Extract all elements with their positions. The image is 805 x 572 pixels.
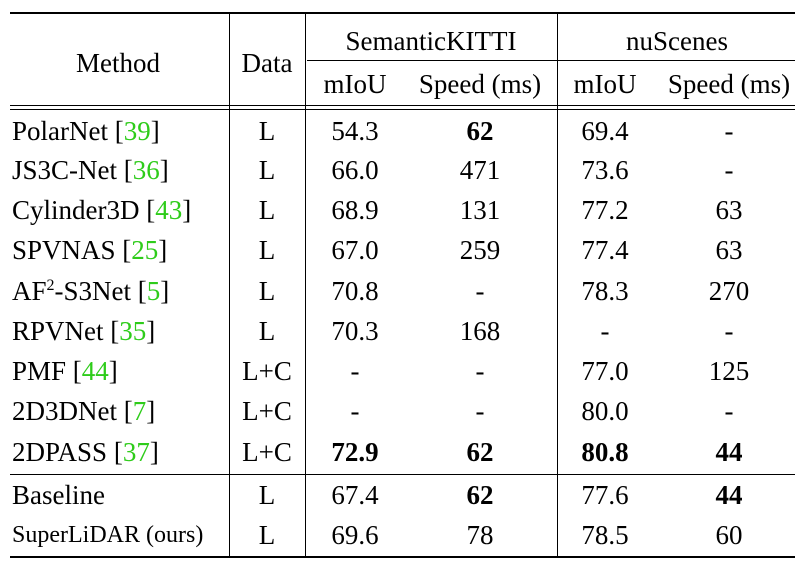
row-ns-miou: 78.5 (581, 520, 629, 550)
row-sk-speed: 471 (459, 155, 501, 185)
row-data: L (258, 480, 276, 510)
row-method: Cylinder3D [43] (12, 195, 192, 225)
header-nuscenes: nuScenes (626, 26, 728, 56)
row-ns-miou: 77.4 (581, 235, 629, 265)
row-data: L (258, 316, 276, 346)
row-method: 2D3DNet [7] (12, 396, 156, 426)
row-sk-speed: 131 (459, 195, 501, 225)
row-method: PolarNet [39] (12, 116, 160, 146)
row-data: L (258, 520, 276, 550)
row-method: SPVNAS [25] (12, 235, 168, 265)
header-semantickitti: SemanticKITTI (345, 26, 517, 56)
row-ns-miou: 78.3 (581, 276, 629, 306)
bottom-rule (10, 556, 795, 558)
row-method: PMF [44] (12, 356, 118, 386)
row-data: L+C (242, 396, 292, 426)
row-data: L (258, 195, 276, 225)
header-data: Data (241, 48, 293, 78)
row-ns-speed: 63 (715, 195, 743, 225)
row-sk-speed: 62 (466, 480, 494, 510)
row-sk-miou: 70.8 (331, 276, 379, 306)
row-ns-speed: 63 (715, 235, 743, 265)
header-ns-miou: mIoU (573, 69, 637, 99)
row-ns-speed: 60 (715, 520, 743, 550)
row-sk-miou: 54.3 (331, 116, 379, 146)
row-ns-miou: 77.2 (581, 195, 629, 225)
row-data: L (258, 155, 276, 185)
baseline-rule (10, 474, 795, 475)
row-sk-speed: 259 (459, 235, 501, 265)
header-sk-speed: Speed (ms) (418, 69, 542, 99)
method-data-divider (229, 14, 230, 556)
row-ns-speed: 44 (715, 480, 743, 510)
header-rule-1 (10, 105, 795, 106)
row-ns-miou: 80.0 (581, 396, 629, 426)
row-sk-miou: 69.6 (331, 520, 379, 550)
row-sk-speed: 78 (466, 520, 494, 550)
row-method: SuperLiDAR (ours) (12, 522, 204, 548)
row-ns-speed: - (724, 116, 734, 146)
row-sk-miou: 66.0 (331, 155, 379, 185)
row-method: JS3C-Net [36] (12, 155, 169, 185)
row-sk-speed: - (475, 356, 485, 386)
row-ns-miou: 77.0 (581, 356, 629, 386)
row-sk-speed: 62 (466, 116, 494, 146)
row-data: L (258, 276, 276, 306)
row-ns-miou: 69.4 (581, 116, 629, 146)
row-sk-miou: - (350, 396, 360, 426)
row-method: RPVNet [35] (12, 316, 156, 346)
row-ns-miou: 73.6 (581, 155, 629, 185)
header-sk-miou: mIoU (323, 69, 387, 99)
row-method: Baseline (12, 480, 105, 510)
row-sk-speed: 62 (466, 437, 494, 467)
row-sk-speed: - (475, 396, 485, 426)
row-sk-miou: 68.9 (331, 195, 379, 225)
row-sk-miou: 67.4 (331, 480, 379, 510)
sk-ns-divider (557, 14, 558, 556)
header-rule-2 (10, 109, 795, 110)
top-rule (10, 12, 795, 14)
row-sk-speed: 168 (459, 316, 501, 346)
row-ns-miou: 80.8 (581, 437, 629, 467)
row-data: L+C (242, 437, 292, 467)
row-sk-miou: 70.3 (331, 316, 379, 346)
row-method: 2DPASS [37] (12, 437, 159, 467)
data-sk-divider (305, 14, 306, 556)
row-ns-speed: 270 (708, 276, 750, 306)
row-data: L (258, 116, 276, 146)
row-sk-miou: 72.9 (331, 437, 379, 467)
row-data: L (258, 235, 276, 265)
row-data: L+C (242, 356, 292, 386)
row-ns-speed: - (724, 316, 734, 346)
row-ns-miou: - (600, 316, 610, 346)
row-sk-miou: - (350, 356, 360, 386)
row-ns-miou: 77.6 (581, 480, 629, 510)
header-ns-speed: Speed (ms) (667, 69, 791, 99)
row-ns-speed: - (724, 155, 734, 185)
header-method: Method (76, 48, 160, 78)
row-ns-speed: 125 (708, 356, 750, 386)
row-method: AF2-S3Net [5] (12, 276, 170, 306)
group-rule (307, 60, 795, 61)
row-ns-speed: 44 (715, 437, 743, 467)
row-ns-speed: - (724, 396, 734, 426)
row-sk-speed: - (475, 276, 485, 306)
row-sk-miou: 67.0 (331, 235, 379, 265)
